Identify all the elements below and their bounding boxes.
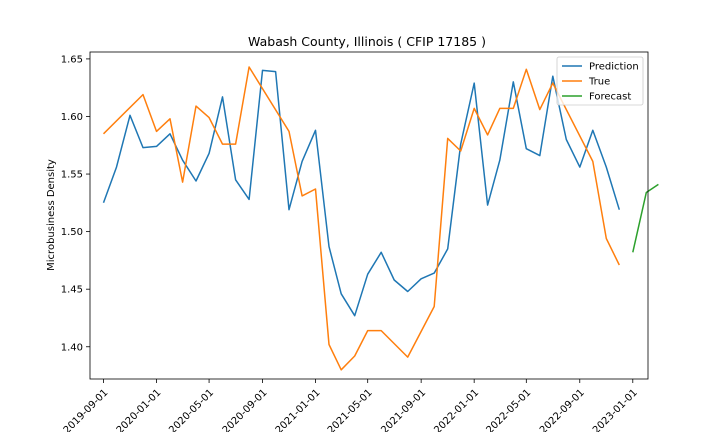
y-tick-label: 1.50 xyxy=(61,227,83,238)
y-tick-label: 1.45 xyxy=(61,285,83,296)
axes-frame xyxy=(89,51,649,380)
y-axis-label: Microbusiness Density xyxy=(46,159,57,271)
legend-label: Forecast xyxy=(589,92,631,103)
legend-label: Prediction xyxy=(589,62,639,73)
series-lines xyxy=(102,66,659,371)
series-line-true xyxy=(102,66,620,371)
series-line-forecast xyxy=(632,183,659,253)
chart-title: Wabash County, Illinois ( CFIP 17185 ) xyxy=(248,34,486,49)
series-line-prediction xyxy=(102,69,621,317)
legend-label: True xyxy=(588,77,610,88)
y-tick-label: 1.65 xyxy=(61,54,83,65)
legend: Prediction True Forecast xyxy=(556,56,644,106)
legend-box xyxy=(556,56,644,106)
y-tick-label: 1.40 xyxy=(61,342,83,353)
y-axis: 1.40 1.45 1.50 1.55 1.60 1.65 xyxy=(61,54,90,353)
y-tick-label: 1.55 xyxy=(61,170,83,181)
y-tick-label: 1.60 xyxy=(61,112,83,123)
